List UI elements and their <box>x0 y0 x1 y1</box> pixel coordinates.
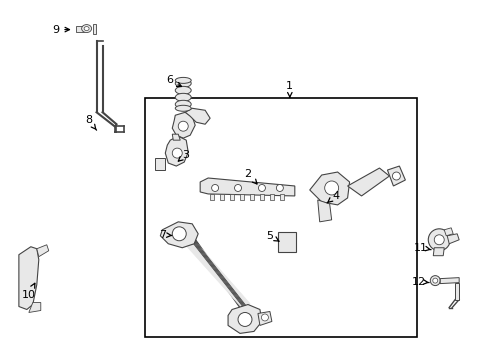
Ellipse shape <box>175 86 191 94</box>
Polygon shape <box>37 245 49 257</box>
Polygon shape <box>347 168 388 196</box>
Circle shape <box>433 235 443 245</box>
Polygon shape <box>260 194 264 200</box>
Circle shape <box>258 184 265 192</box>
Polygon shape <box>279 194 283 200</box>
Polygon shape <box>277 232 295 252</box>
Polygon shape <box>76 26 83 32</box>
Polygon shape <box>258 311 271 325</box>
Polygon shape <box>160 222 198 248</box>
Bar <box>145 98 416 337</box>
Polygon shape <box>439 278 458 284</box>
Circle shape <box>324 181 338 195</box>
Polygon shape <box>200 178 294 196</box>
Text: 6: 6 <box>165 75 181 86</box>
Text: 11: 11 <box>413 243 430 253</box>
Polygon shape <box>249 194 253 200</box>
Text: 8: 8 <box>85 115 96 130</box>
Polygon shape <box>220 194 224 200</box>
Circle shape <box>211 184 218 192</box>
Polygon shape <box>172 134 180 140</box>
Polygon shape <box>29 302 41 312</box>
Text: 10: 10 <box>22 283 36 300</box>
Polygon shape <box>269 194 273 200</box>
Text: 9: 9 <box>52 24 69 35</box>
Circle shape <box>178 121 188 131</box>
Ellipse shape <box>175 105 191 111</box>
Ellipse shape <box>175 93 191 101</box>
Circle shape <box>172 227 186 241</box>
Polygon shape <box>443 228 452 236</box>
Polygon shape <box>92 24 95 33</box>
Ellipse shape <box>175 80 191 87</box>
Polygon shape <box>386 166 405 186</box>
Circle shape <box>172 148 182 158</box>
Polygon shape <box>155 158 165 170</box>
Polygon shape <box>210 194 214 200</box>
Text: 2: 2 <box>244 169 257 184</box>
Text: 4: 4 <box>326 191 339 203</box>
Polygon shape <box>454 283 458 300</box>
Polygon shape <box>240 194 244 200</box>
Polygon shape <box>317 200 331 222</box>
Polygon shape <box>227 305 262 333</box>
Text: 7: 7 <box>159 230 171 240</box>
Polygon shape <box>309 172 349 205</box>
Circle shape <box>234 184 241 192</box>
Polygon shape <box>432 248 443 256</box>
Polygon shape <box>172 112 195 138</box>
Text: 1: 1 <box>286 81 293 97</box>
Polygon shape <box>165 136 188 166</box>
Circle shape <box>427 229 449 251</box>
Circle shape <box>276 184 283 192</box>
Polygon shape <box>19 247 39 310</box>
Text: 3: 3 <box>178 150 188 161</box>
Polygon shape <box>185 108 210 124</box>
Polygon shape <box>229 194 234 200</box>
Ellipse shape <box>81 24 91 32</box>
Text: 12: 12 <box>411 276 428 287</box>
Ellipse shape <box>175 100 191 108</box>
Text: 5: 5 <box>266 231 278 241</box>
Circle shape <box>261 314 268 321</box>
Ellipse shape <box>84 27 89 31</box>
Ellipse shape <box>175 77 191 84</box>
Circle shape <box>392 172 400 180</box>
Polygon shape <box>447 234 458 244</box>
Circle shape <box>429 276 439 285</box>
Polygon shape <box>186 236 249 314</box>
Circle shape <box>238 312 251 327</box>
Circle shape <box>432 278 437 283</box>
